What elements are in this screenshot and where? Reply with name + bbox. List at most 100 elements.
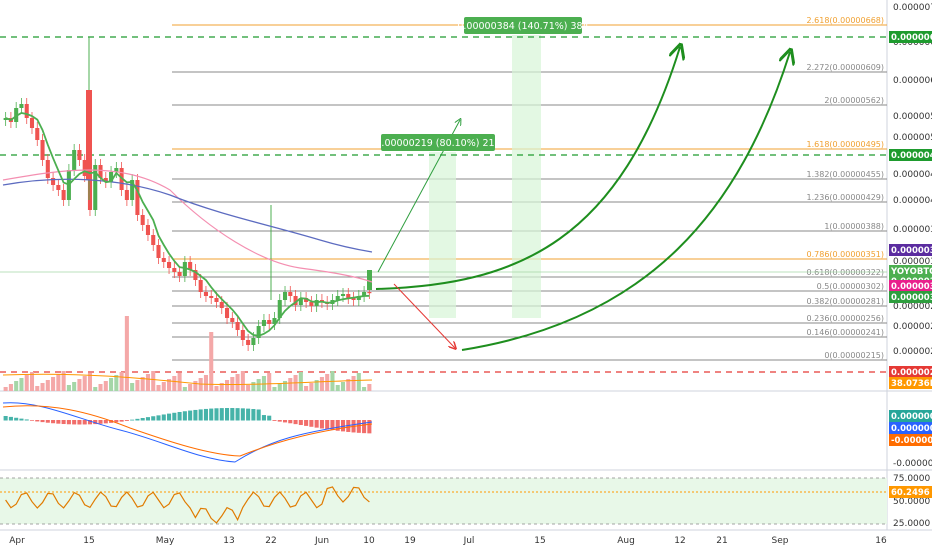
volume-bar: [246, 385, 251, 391]
price-tag-label: 0.00000362: [891, 246, 932, 256]
volume-bar: [14, 381, 19, 391]
candle-body: [362, 292, 367, 296]
volume-bar: [209, 332, 214, 391]
volume-bar: [82, 376, 87, 391]
candle-body: [356, 296, 361, 300]
macd-bar: [277, 420, 282, 422]
volume-bar: [61, 371, 66, 391]
macd-bar: [230, 408, 235, 421]
fib-label: 1.236(0.00000429): [807, 193, 885, 202]
time-axis[interactable]: Apr 15 May 13 22 Jun 10 19 Jul 15 Aug 12 21 Sep 16: [9, 536, 887, 546]
fib-label: 1.618(0.00000495): [807, 140, 885, 149]
macd-bar: [119, 420, 124, 422]
macd-bar: [282, 420, 288, 423]
macd-bar: [98, 420, 103, 424]
target-box-2: 0.00000384 (140.71%) 384: [457, 17, 589, 34]
volume-bar: [72, 382, 77, 391]
candle-body: [335, 296, 340, 300]
macd-bar: [35, 420, 40, 422]
fib-label: 2.272(0.00000609): [807, 63, 885, 72]
y-tick-label: 0.00000700: [893, 3, 932, 13]
rsi-y-tick-label: 50.0000: [893, 497, 930, 507]
fib-label: 1(0.00000388): [824, 222, 884, 231]
volume-bar: [161, 382, 166, 391]
rsi-line: [5, 486, 370, 524]
macd-bar: [272, 420, 277, 421]
fib-label: 2.618(0.00000668): [807, 16, 885, 25]
rsi-y-tick-label: 75.0000: [893, 474, 930, 484]
candle-body: [156, 245, 161, 258]
macd-bar: [182, 411, 187, 421]
volume-bar: [109, 378, 114, 391]
volume-bar: [51, 377, 56, 391]
candle-body: [51, 178, 56, 185]
x-tick-label: May: [156, 536, 175, 546]
volume-bar: [325, 374, 330, 391]
volume-bar: [235, 374, 240, 391]
volume-bar: [35, 386, 40, 391]
macd-price-tag: 0.00000002: [889, 422, 932, 434]
volume-bar: [140, 377, 145, 391]
candle-body: [72, 150, 77, 170]
x-tick-label: 21: [716, 536, 727, 546]
macd-bar: [130, 419, 135, 421]
y-tick-label: 0.00000290: [893, 302, 932, 312]
volume-bar: [8, 384, 13, 391]
candle-body: [193, 270, 198, 280]
macd-bar: [3, 416, 8, 421]
candle-body: [124, 190, 129, 200]
macd-bar: [193, 409, 198, 421]
price-tag: 0.00000324: [889, 280, 932, 292]
macd-bar: [87, 420, 93, 425]
x-tick-label: Aug: [617, 536, 635, 546]
volume-bar: [124, 316, 129, 391]
macd-bar: [51, 420, 56, 424]
price-tag-label: 38.0736K: [891, 379, 932, 389]
candle-body: [235, 322, 240, 330]
x-tick-label: 12: [674, 536, 685, 546]
macd-bar: [40, 420, 45, 423]
candle-body: [145, 225, 150, 235]
projection-arrow-curve-2: [461, 52, 790, 351]
candle-body: [304, 298, 309, 302]
candle-body: [151, 235, 156, 245]
macd-y-tick-label: -0.00000004: [893, 459, 932, 469]
volume-bar: [167, 379, 172, 391]
macd-bar: [261, 415, 266, 421]
candle-body: [130, 180, 135, 200]
ema-pink-line: [2, 169, 373, 283]
candle-body: [87, 176, 93, 210]
y-tick-label: 0.00000350: [893, 257, 932, 267]
volume-bar: [193, 381, 198, 391]
candle-body: [188, 262, 193, 270]
volume-bar: [135, 380, 140, 391]
macd-bar: [293, 420, 298, 425]
volume-bar: [151, 371, 156, 391]
rsi-band: [0, 478, 887, 524]
macd-bar: [177, 411, 182, 421]
macd-bar: [330, 420, 335, 431]
macd-bar: [135, 418, 140, 421]
price-tag: 0.00000362: [889, 244, 932, 256]
macd-bar: [235, 408, 240, 421]
macd-price-tag: -0.00000004: [889, 434, 932, 446]
fib-label: 1.382(0.00000455): [807, 170, 885, 179]
candle-body: [251, 338, 256, 345]
candle-body: [29, 118, 35, 128]
candle-body: [45, 160, 50, 178]
candle-body: [346, 294, 351, 298]
volume-bar: [40, 383, 45, 391]
volume-bar: [77, 379, 82, 391]
volume-bar: [225, 380, 230, 391]
price-tag: 0.00000306: [889, 291, 932, 303]
svg-text:0.00000219 (80.10%) 219: 0.00000219 (80.10%) 219: [375, 138, 500, 149]
candlesticks: [3, 37, 372, 351]
volume-bar: [282, 381, 288, 391]
y-tick-label: 0.00000550: [893, 112, 932, 122]
macd-bar: [145, 417, 150, 421]
candle-body: [203, 292, 208, 296]
candle-body: [103, 178, 108, 182]
volume-bar: [93, 387, 98, 391]
candle-body: [109, 172, 114, 182]
